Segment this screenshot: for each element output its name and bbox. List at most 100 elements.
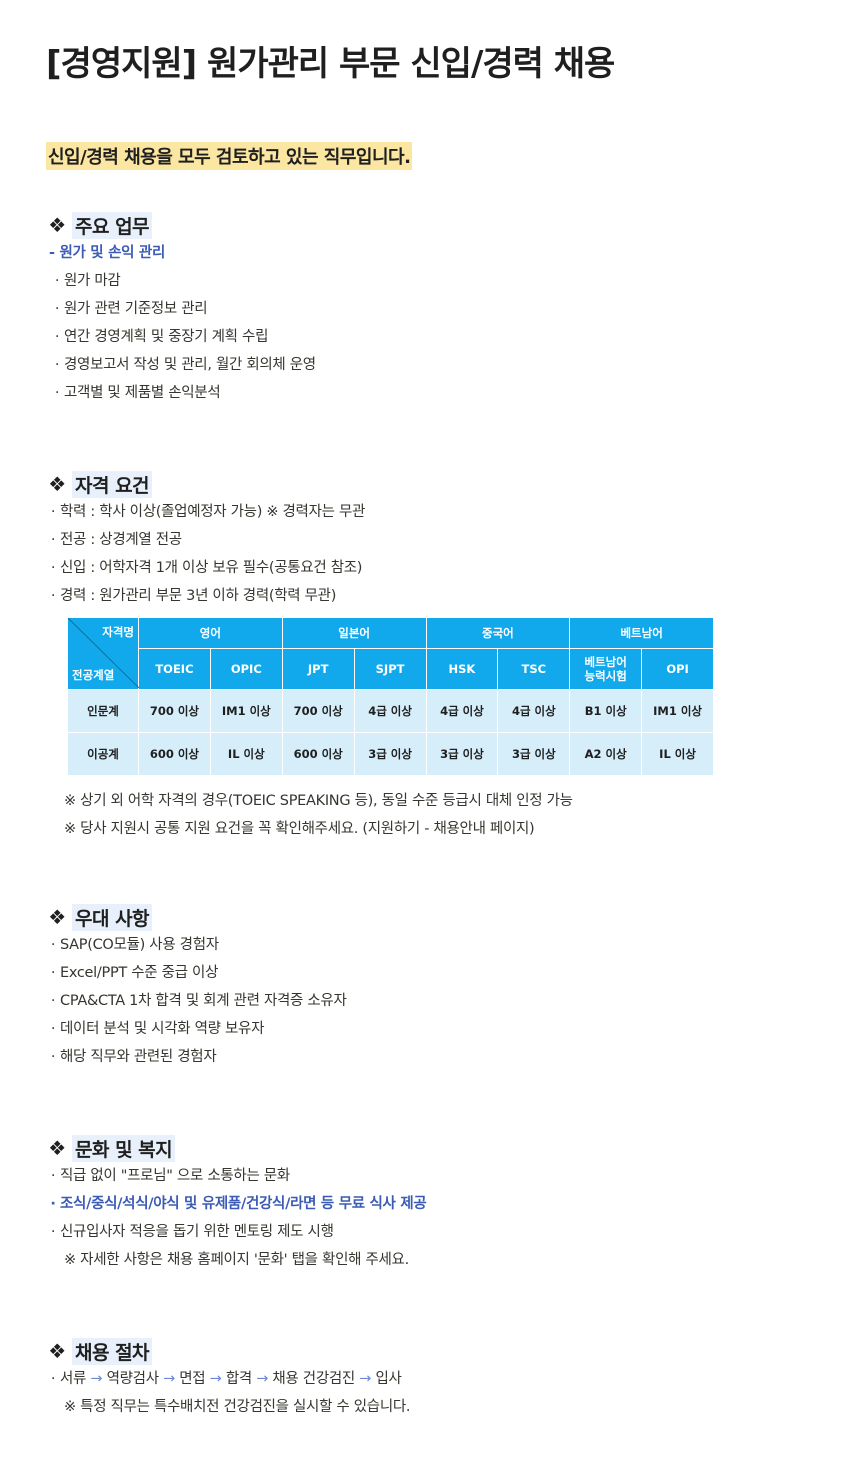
bullet-icon: · — [50, 937, 56, 953]
bullet-icon: · — [50, 1049, 56, 1065]
list-item: · Excel/PPT 수준 중급 이상 — [46, 959, 347, 987]
list-item: · 원가 마감 — [46, 267, 316, 295]
note-text: ※ 당사 지원시 공통 지원 요건을 꼭 확인해주세요. (지원하기 - 채용안… — [64, 821, 535, 837]
table-row: 인문계 700 이상 IM1 이상 700 이상 4급 이상 4급 이상 4급 … — [67, 689, 714, 733]
group-header: 일본어 — [281, 617, 427, 649]
duties-subheading: - 원가 및 손익 관리 — [49, 245, 165, 261]
bullet-icon: · — [54, 273, 60, 289]
section-heading: ❖ 자격 요건 — [46, 470, 365, 498]
column-header: SJPT — [353, 648, 427, 690]
row-header: 이공계 — [67, 732, 139, 776]
list-item: · 신입 : 어학자격 1개 이상 보유 필수(공통요건 참조) — [46, 554, 365, 582]
note-text: ※ 상기 외 어학 자격의 경우(TOEIC SPEAKING 등), 동일 수… — [64, 793, 573, 809]
process-step: 입사 — [375, 1371, 402, 1387]
list-item: · 전공 : 상경계열 전공 — [46, 526, 365, 554]
bullet-icon: · — [50, 560, 56, 576]
list-item: · 원가 관련 기준정보 관리 — [46, 295, 316, 323]
section-process: ❖ 채용 절차 · 서류 → 역량검사 → 면접 → 합격 → 채용 건강검진 →… — [46, 1337, 411, 1421]
list-item: · 연간 경영계획 및 중장기 계획 수립 — [46, 323, 316, 351]
list-item: · 경력 : 원가관리 부문 3년 이하 경력(학력 무관) — [46, 582, 365, 610]
table-cell: IL 이상 — [641, 732, 714, 776]
group-header: 베트남어 — [569, 617, 714, 649]
bullet-icon: · — [50, 504, 56, 520]
process-step: 채용 건강검진 — [272, 1371, 355, 1387]
bullet-icon: · — [50, 1371, 56, 1387]
table-cell: IL 이상 — [209, 732, 283, 776]
list-item: · 고객별 및 제품별 손익분석 — [46, 379, 316, 407]
table-cell: IM1 이상 — [209, 689, 283, 733]
bullet-icon: · — [54, 301, 60, 317]
bullet-icon: · — [50, 1196, 56, 1212]
group-header: 영어 — [138, 617, 283, 649]
process-step: 합격 — [225, 1371, 252, 1387]
table-cell: 3급 이상 — [353, 732, 427, 776]
list-item: · 조식/중식/석식/야식 및 유제품/건강식/라면 등 무료 식사 제공 — [46, 1190, 426, 1218]
bullet-icon: · — [50, 1224, 56, 1240]
list-item: · 데이터 분석 및 시각화 역량 보유자 — [46, 1015, 347, 1043]
arrow-right-icon: → — [209, 1371, 222, 1387]
table-row: 이공계 600 이상 IL 이상 600 이상 3급 이상 3급 이상 3급 이… — [67, 732, 714, 776]
diamond-icon: ❖ — [48, 472, 66, 496]
process-steps: · 서류 → 역량검사 → 면접 → 합격 → 채용 건강검진 → 입사 — [46, 1365, 410, 1393]
list-item: · CPA&CTA 1차 합격 및 회계 관련 자격증 소유자 — [46, 987, 347, 1015]
table-cell: IM1 이상 — [641, 689, 714, 733]
note-text: ※ 자세한 사항은 채용 홈페이지 '문화' 탭을 확인해 주세요. — [64, 1252, 409, 1268]
diamond-icon: ❖ — [48, 1339, 66, 1363]
table-cell: 4급 이상 — [425, 689, 499, 733]
diamond-icon: ❖ — [48, 905, 66, 929]
bullet-icon: · — [50, 965, 56, 981]
page-title: [경영지원] 원가관리 부문 신입/경력 채용 — [46, 44, 615, 84]
bullet-icon: · — [54, 385, 60, 401]
requirements-notes: ※ 상기 외 어학 자격의 경우(TOEIC SPEAKING 등), 동일 수… — [46, 787, 573, 843]
bullet-icon: · — [54, 329, 60, 345]
row-header: 인문계 — [67, 689, 139, 733]
table-cell: 600 이상 — [138, 732, 211, 776]
process-step: 서류 — [60, 1371, 87, 1387]
process-step: 역량검사 — [106, 1371, 159, 1387]
group-header: 중국어 — [425, 617, 571, 649]
bullet-icon: · — [54, 357, 60, 373]
column-header: TSC — [497, 648, 571, 690]
table-cell: 3급 이상 — [497, 732, 571, 776]
column-header: JPT — [281, 648, 355, 690]
list-item: · 직급 없이 "프로님" 으로 소통하는 문화 — [46, 1162, 426, 1190]
highlight-notice: 신입/경력 채용을 모두 검토하고 있는 직무입니다. — [46, 142, 413, 170]
column-header: OPIC — [209, 648, 283, 690]
list-item: · 해당 직무와 관련된 경험자 — [46, 1043, 347, 1071]
section-requirements: ❖ 자격 요건 · 학력 : 학사 이상(졸업예정자 가능) ※ 경력자는 무관 … — [46, 470, 365, 610]
note-text: ※ 특정 직무는 특수배치전 건강검진을 실시할 수 있습니다. — [64, 1399, 411, 1415]
table-cell: 3급 이상 — [425, 732, 499, 776]
language-requirements-table: 자격명 전공계열 영어 일본어 중국어 베트남어 TOEIC OPIC JPT … — [67, 617, 714, 776]
list-item: · 신규입사자 적응을 돕기 위한 멘토링 제도 시행 — [46, 1218, 426, 1246]
table-cell: 4급 이상 — [497, 689, 571, 733]
list-item: · SAP(CO모듈) 사용 경험자 — [46, 931, 347, 959]
arrow-right-icon: → — [256, 1371, 269, 1387]
list-item: · 학력 : 학사 이상(졸업예정자 가능) ※ 경력자는 무관 — [46, 498, 366, 526]
bullet-icon: · — [50, 1168, 56, 1184]
table-cell: 600 이상 — [281, 732, 355, 776]
arrow-right-icon: → — [163, 1371, 175, 1387]
bullet-icon: · — [50, 993, 56, 1009]
section-heading: ❖ 우대 사항 — [46, 903, 347, 931]
bullet-icon: · — [50, 1021, 56, 1037]
diamond-icon: ❖ — [48, 1136, 66, 1160]
diamond-icon: ❖ — [48, 213, 66, 237]
column-header: HSK — [425, 648, 499, 690]
section-duties: ❖ 주요 업무 - 원가 및 손익 관리 · 원가 마감 · 원가 관련 기준정보 … — [46, 211, 316, 407]
process-step: 면접 — [179, 1371, 206, 1387]
section-preferred: ❖ 우대 사항 · SAP(CO모듈) 사용 경험자 · Excel/PPT 수준 … — [46, 903, 347, 1071]
list-item: · 경영보고서 작성 및 관리, 월간 회의체 운영 — [46, 351, 316, 379]
table-cell: B1 이상 — [569, 689, 643, 733]
table-cell: 4급 이상 — [353, 689, 427, 733]
bullet-icon: · — [50, 588, 56, 604]
arrow-right-icon: → — [90, 1371, 103, 1387]
column-header: OPI — [641, 648, 714, 690]
arrow-right-icon: → — [359, 1371, 372, 1387]
table-cell: 700 이상 — [138, 689, 211, 733]
section-heading: ❖ 문화 및 복지 — [46, 1134, 426, 1162]
section-heading: ❖ 주요 업무 — [46, 211, 316, 239]
column-header: TOEIC — [138, 648, 211, 690]
diagonal-line-icon — [68, 618, 139, 688]
column-header: 베트남어 능력시험 — [569, 648, 643, 690]
table-cell: A2 이상 — [569, 732, 643, 776]
